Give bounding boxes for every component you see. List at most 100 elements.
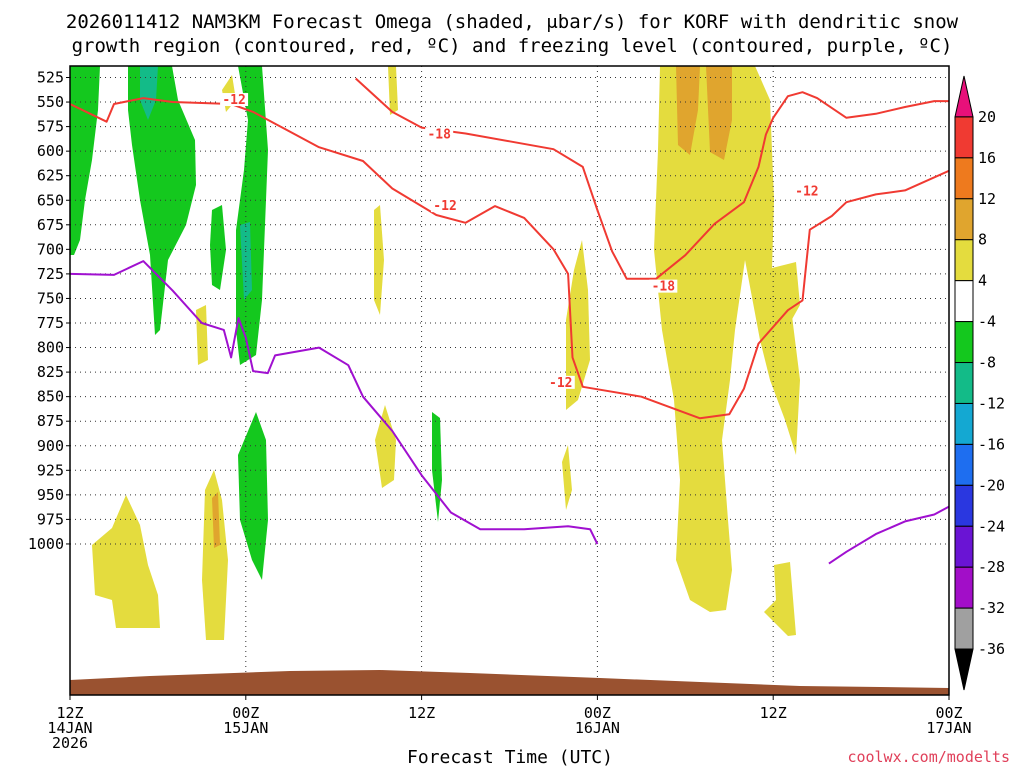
colorbar-swatch xyxy=(954,566,974,609)
omega-region-yellow xyxy=(388,66,398,115)
colorbar-label: -16 xyxy=(978,435,1005,453)
colorbar-swatch xyxy=(954,525,974,568)
y-tick-label: 625 xyxy=(37,167,64,185)
colorbar-label: 16 xyxy=(978,149,996,167)
colorbar-label: 8 xyxy=(978,231,987,249)
x-tick-label: 00Z xyxy=(584,704,611,722)
colorbar-label: 12 xyxy=(978,190,996,208)
x-tick-label: 17JAN xyxy=(926,719,971,737)
contour-label-bg xyxy=(431,199,460,213)
contour-freezing_level xyxy=(70,260,599,545)
colorbar-swatch xyxy=(954,402,974,445)
contour-dgz_minus18 xyxy=(355,77,949,280)
omega-region-yellow xyxy=(562,445,572,510)
y-tick-label: 550 xyxy=(37,93,64,111)
plot-frame xyxy=(69,65,950,696)
omega-region-yellow xyxy=(566,240,590,410)
omega-region-yellow xyxy=(375,405,396,488)
colorbar: 20 16 12 8 4 -4 -8 -12 -16 -20 -24 -28 -32 -36 xyxy=(954,75,1005,691)
y-tick-label: 575 xyxy=(37,118,64,136)
y-tick-label: 800 xyxy=(37,339,64,357)
omega-region-green xyxy=(70,66,100,255)
omega-region-yellow xyxy=(202,470,228,640)
contour-label-bg xyxy=(792,184,821,198)
colorbar-label: -12 xyxy=(978,394,1005,412)
colorbar-swatch xyxy=(954,443,974,486)
x-tick-label: 12Z xyxy=(760,704,787,722)
y-tick-label: 900 xyxy=(37,437,64,455)
x-axis-title: Forecast Time (UTC) xyxy=(407,747,613,768)
contour-label: -12 xyxy=(795,184,818,199)
contour-label-bg xyxy=(425,127,454,141)
contour-lines xyxy=(70,77,949,565)
colorbar-swatch xyxy=(954,280,974,323)
colorbar-label: -4 xyxy=(978,313,996,331)
colorbar-top-arrow xyxy=(954,75,974,118)
terrain-fill xyxy=(70,670,949,695)
x-tick-label: 00Z xyxy=(232,704,259,722)
omega-region-green xyxy=(128,66,196,335)
omega-region-green xyxy=(210,205,226,290)
colorbar-label: -32 xyxy=(978,599,1005,617)
contour-freezing_level_right xyxy=(828,505,949,565)
omega-region-yellow xyxy=(772,262,800,330)
omega-region-yellow xyxy=(196,305,208,365)
y-axis: 525 550 575 600 625 650 675 700 725 750 775 800 825 8… xyxy=(28,69,70,553)
y-tick-label: 600 xyxy=(37,142,64,160)
colorbar-label: -28 xyxy=(978,558,1005,576)
x-tick-label: 00Z xyxy=(935,704,962,722)
credit-text: coolwx.com/modelts xyxy=(847,748,1010,766)
colorbar-label: -20 xyxy=(978,476,1005,494)
contour-label: -12 xyxy=(549,376,572,391)
colorbar-swatch xyxy=(954,198,974,241)
contour-label-bg xyxy=(546,375,575,389)
y-tick-label: 875 xyxy=(37,412,64,430)
omega-region-yellow xyxy=(764,562,796,636)
y-tick-label: 925 xyxy=(37,461,64,479)
contour-label: -18 xyxy=(427,127,451,142)
contour-label: -12 xyxy=(222,93,245,108)
colorbar-swatch xyxy=(954,484,974,527)
y-tick-label: 650 xyxy=(37,191,64,209)
omega-region-yellow xyxy=(654,66,800,612)
x-tick-label: 16JAN xyxy=(575,719,620,737)
contour-label: -12 xyxy=(433,199,456,214)
y-tick-label: 950 xyxy=(37,486,64,504)
contour-label: -18 xyxy=(652,280,676,295)
chart-title-line1: 2026011412 NAM3KM Forecast Omega (shaded… xyxy=(66,11,959,33)
colorbar-label: 4 xyxy=(978,272,987,290)
y-tick-label: 700 xyxy=(37,240,64,258)
y-tick-label: 850 xyxy=(37,388,64,406)
omega-region-teal xyxy=(140,66,158,120)
omega-shading xyxy=(70,66,800,640)
contour-label-bg xyxy=(220,93,249,107)
omega-region-orange xyxy=(676,66,700,155)
y-tick-label: 975 xyxy=(37,510,64,528)
x-tick-label: 2026 xyxy=(52,734,88,752)
colorbar-bottom-arrow xyxy=(954,648,974,691)
y-tick-label: 775 xyxy=(37,314,64,332)
x-tick-label: 12Z xyxy=(408,704,435,722)
colorbar-swatch xyxy=(954,321,974,364)
chart-title-line2: growth region (contoured, red, ºC) and f… xyxy=(72,35,953,57)
omega-region-yellow xyxy=(374,205,384,315)
colorbar-swatch xyxy=(954,116,974,159)
y-tick-label: 1000 xyxy=(28,535,64,553)
colorbar-swatch xyxy=(954,157,974,200)
y-tick-label: 825 xyxy=(37,363,64,381)
colorbar-swatch xyxy=(954,239,974,282)
omega-region-green xyxy=(432,412,442,522)
x-tick-label: 12Z xyxy=(56,704,83,722)
colorbar-label: -8 xyxy=(978,354,996,372)
y-tick-label: 675 xyxy=(37,216,64,234)
colorbar-label: -36 xyxy=(978,640,1005,658)
x-tick-label: 14JAN xyxy=(47,719,92,737)
omega-region-yellow xyxy=(92,495,160,628)
contour-labels: -12 -12 -12 -12 -18 -18 xyxy=(220,93,821,391)
colorbar-swatch xyxy=(954,362,974,404)
omega-region-orange xyxy=(212,492,220,548)
colorbar-label: 20 xyxy=(978,108,996,126)
colorbar-label: -24 xyxy=(978,517,1005,535)
